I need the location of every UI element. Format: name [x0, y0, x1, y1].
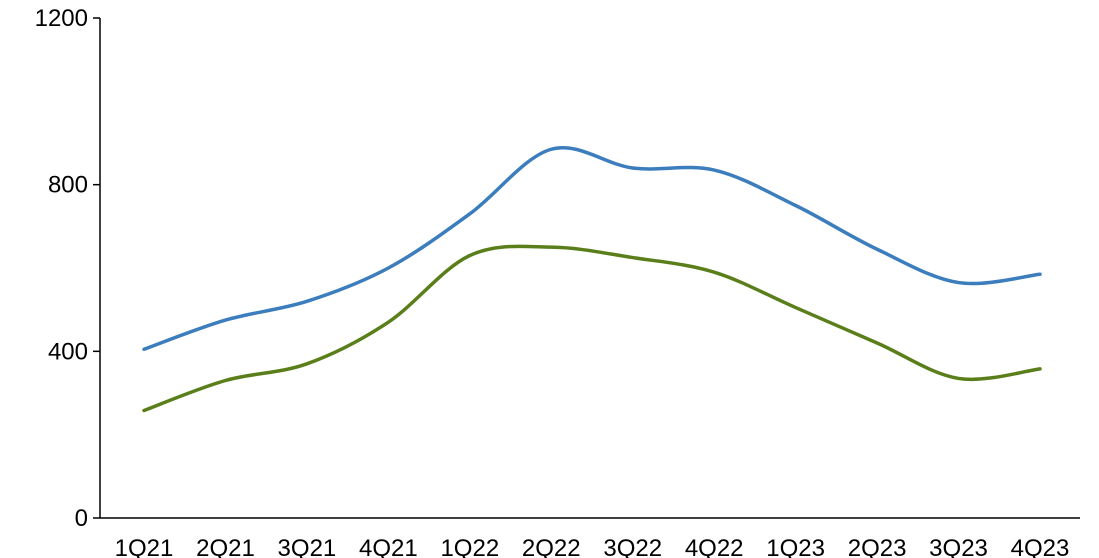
x-tick-label: 2Q22 [522, 535, 581, 558]
series-line-2 [142, 244, 1042, 413]
x-axis-ticks: 1Q21 2Q21 3Q21 4Q21 1Q22 2Q22 3Q22 4Q22 1Q23 2Q23… [115, 535, 1070, 558]
y-tick-label: 1200 [35, 5, 88, 32]
x-tick-label: 3Q21 [278, 535, 337, 558]
x-tick-label: 2Q23 [848, 535, 907, 558]
x-tick-label: 1Q22 [440, 535, 499, 558]
x-tick-label: 4Q23 [1011, 535, 1070, 558]
x-tick-label: 3Q22 [603, 535, 662, 558]
x-tick-label: 4Q22 [685, 535, 744, 558]
y-axis-ticks: 0 400 800 1200 [35, 5, 100, 532]
x-tick-label: 1Q21 [115, 535, 174, 558]
x-tick-label: 1Q23 [766, 535, 825, 558]
x-tick-label: 4Q21 [359, 535, 418, 558]
y-tick-label: 800 [48, 172, 88, 199]
y-tick-label: 0 [75, 505, 88, 532]
x-tick-label: 2Q21 [196, 535, 255, 558]
series-lines [142, 146, 1042, 413]
x-tick-label: 3Q23 [929, 535, 988, 558]
y-tick-label: 400 [48, 338, 88, 365]
series-line-1 [142, 146, 1042, 351]
